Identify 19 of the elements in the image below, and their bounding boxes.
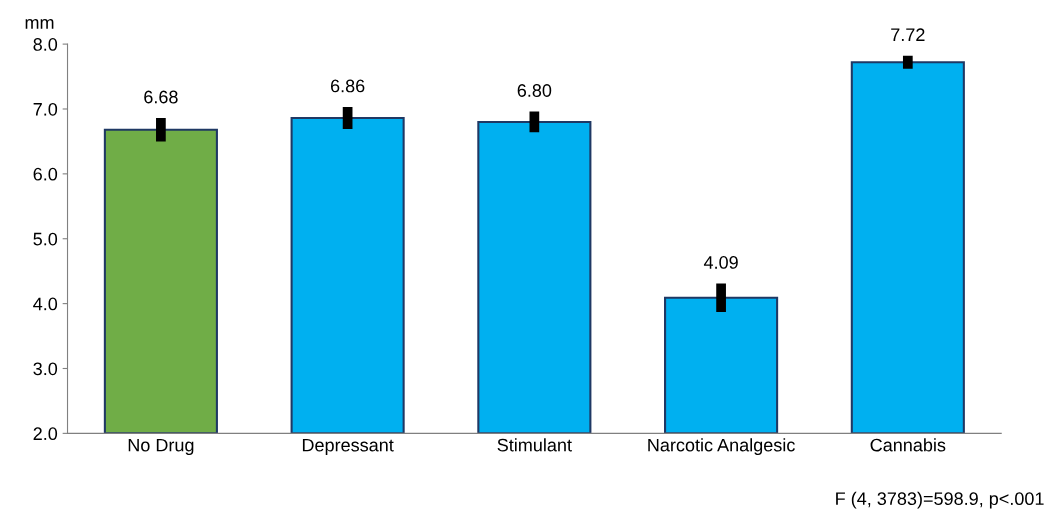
y-tick-label: 4.0 — [33, 297, 58, 311]
data-label: 6.68 — [144, 90, 178, 104]
x-tick-label: No Drug — [128, 438, 194, 456]
data-label: 7.72 — [891, 28, 925, 41]
y-tick-label: 2.0 — [33, 427, 58, 441]
x-tick-label: Narcotic Analgesic — [648, 438, 795, 456]
y-tick-label: 6.0 — [33, 167, 58, 181]
data-label: 4.09 — [703, 256, 738, 269]
text: F (4, 3783)=598.9, p<.001 — [836, 491, 1044, 509]
data-label: 6.80 — [517, 84, 552, 97]
x-tick-label: Cannabis — [870, 438, 946, 452]
y-tick-label: 3.0 — [33, 362, 58, 376]
x-tick-label: Stimulant — [497, 438, 572, 452]
y-tick-label: 8.0 — [33, 38, 58, 51]
x-tick-label: Depressant — [302, 438, 394, 456]
y-tick-label: 7.0 — [33, 102, 58, 116]
data-label: 6.86 — [330, 79, 365, 93]
y-axis-title: mm — [25, 18, 54, 29]
y-tick-label: 5.0 — [33, 232, 58, 246]
